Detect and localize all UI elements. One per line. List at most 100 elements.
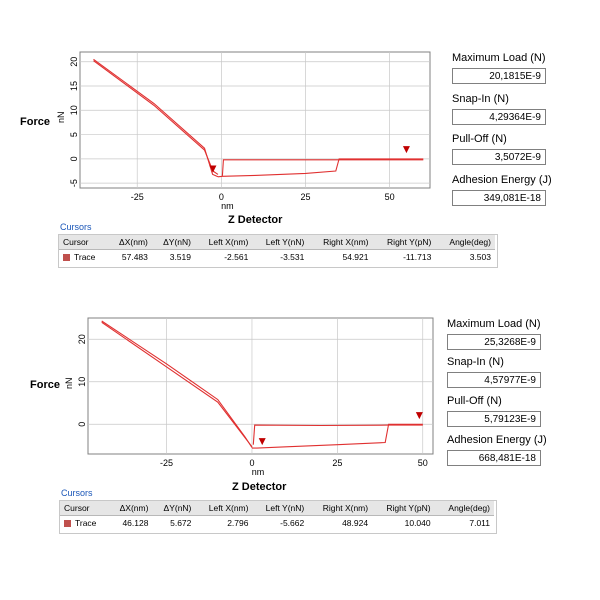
cursor-table: Cursor ΔX(nm) ΔY(nN) Left X(nm) Left Y(n…: [60, 501, 494, 530]
y-tick-label: 5: [69, 132, 79, 137]
trace-series-line: [101, 320, 253, 448]
angle-cell: 3.503: [469, 252, 491, 262]
maximum-load-label: Maximum Load (N): [447, 318, 541, 330]
col-right-x: Right X(nm): [308, 235, 373, 250]
cursor-name: Trace: [75, 518, 97, 528]
x-unit-label: nm: [221, 201, 234, 211]
cursor-name-cell: Trace: [59, 250, 108, 265]
y-tick-label: 0: [77, 422, 87, 427]
dy-cell: 3.519: [169, 252, 191, 262]
x-tick-label: 25: [332, 458, 342, 468]
x-tick-label: 0: [219, 192, 224, 202]
right-x-cell: 54.921: [342, 252, 369, 262]
cursors-title[interactable]: Cursors: [61, 488, 93, 498]
col-dy: ΔY(nN): [151, 235, 195, 250]
y-tick-label: 20: [69, 57, 79, 67]
col-cursor: Cursor: [59, 235, 108, 250]
y-axis-title: Force: [20, 116, 50, 128]
right-y-cell: -11.713: [403, 252, 432, 262]
snap-in-label: Snap-In (N): [452, 93, 509, 105]
y-tick-label: 10: [77, 377, 87, 387]
trace-series-line: [93, 60, 219, 175]
y-axis-title: Force: [30, 379, 60, 391]
cursor-marker-icon: [209, 165, 217, 173]
y-tick-label: 0: [69, 156, 79, 161]
cursor-marker-icon: [415, 412, 423, 420]
cursor-name: Trace: [74, 252, 96, 262]
cursor-name-cell: Trace: [60, 516, 108, 531]
dx-cell: 46.128: [122, 518, 149, 528]
col-right-x: Right X(nm): [308, 501, 373, 516]
force-curve-panel-2: -25 0 25 50 0 10 20 nN nm Force Z Detector Maxim…: [0, 300, 600, 600]
col-cursor: Cursor: [60, 501, 109, 516]
col-angle: Angle(deg): [435, 235, 495, 250]
x-tick-label: -25: [131, 192, 144, 202]
x-tick-label: 25: [300, 192, 310, 202]
left-x-cell: -2.561: [224, 252, 249, 262]
force-plot-2: -25 0 25 50 0 10 20 nN nm: [64, 317, 434, 477]
left-y-cell: -5.662: [280, 518, 305, 528]
right-x-cell: 48.924: [342, 518, 369, 528]
y-unit-label: nN: [64, 378, 74, 390]
angle-cell: 7.011: [469, 518, 490, 528]
maximum-load-label: Maximum Load (N): [452, 52, 546, 64]
trace-color-swatch: [63, 254, 70, 262]
y-unit-label: nN: [56, 112, 66, 124]
x-tick-label: 50: [385, 192, 395, 202]
pull-off-value[interactable]: 5,79123E-9: [447, 411, 541, 427]
snap-in-label: Snap-In (N): [447, 356, 504, 368]
adhesion-energy-value[interactable]: 668,481E-18: [447, 450, 541, 466]
x-tick-label: -25: [160, 458, 173, 468]
force-plot-1: -25 0 25 50 -5 0 5 10 15 20 nN nm: [56, 51, 431, 211]
y-tick-label: -5: [69, 179, 79, 187]
trace-series-line: [252, 423, 423, 449]
col-dx: ΔX(nm): [108, 501, 153, 516]
cursors-title[interactable]: Cursors: [60, 222, 92, 232]
y-tick-label: 20: [77, 334, 87, 344]
col-left-y: Left Y(nN): [252, 235, 309, 250]
trace-series-line: [217, 158, 424, 178]
x-axis-title: Z Detector: [228, 214, 283, 226]
pull-off-value[interactable]: 3,5072E-9: [452, 149, 546, 165]
trace-series-line: [93, 58, 219, 178]
pull-off-label: Pull-Off (N): [452, 133, 507, 145]
adhesion-energy-label: Adhesion Energy (J): [452, 174, 552, 186]
dy-cell: 5.672: [170, 518, 192, 528]
cursor-table-header: Cursor ΔX(nm) ΔY(nN) Left X(nm) Left Y(n…: [59, 235, 495, 250]
adhesion-energy-label: Adhesion Energy (J): [447, 434, 547, 446]
table-row[interactable]: Trace 57.483 3.519 -2.561 -3.531 54.921 …: [59, 250, 495, 265]
col-right-y: Right Y(pN): [372, 235, 436, 250]
col-left-x: Left X(nm): [195, 501, 253, 516]
pull-off-label: Pull-Off (N): [447, 395, 502, 407]
x-unit-label: nm: [252, 467, 265, 477]
plot-frame: [79, 51, 431, 189]
col-dx: ΔX(nm): [107, 235, 152, 250]
y-tick-label: 10: [69, 105, 79, 115]
col-left-y: Left Y(nN): [252, 501, 309, 516]
cursor-table: Cursor ΔX(nm) ΔY(nN) Left X(nm) Left Y(n…: [59, 235, 495, 264]
y-tick-label: 15: [69, 81, 79, 91]
col-dy: ΔY(nN): [152, 501, 196, 516]
table-row[interactable]: Trace 46.128 5.672 2.796 -5.662 48.924 1…: [60, 516, 494, 531]
cursor-table-header: Cursor ΔX(nm) ΔY(nN) Left X(nm) Left Y(n…: [60, 501, 494, 516]
x-tick-label: 0: [249, 458, 254, 468]
left-x-cell: 2.796: [227, 518, 249, 528]
snap-in-value[interactable]: 4,57977E-9: [447, 372, 541, 388]
cursor-marker-icon: [402, 146, 410, 154]
snap-in-value[interactable]: 4,29364E-9: [452, 109, 546, 125]
trace-color-swatch: [64, 520, 71, 528]
col-angle: Angle(deg): [434, 501, 494, 516]
force-curve-panel-1: -25 0 25 50 -5 0 5 10 15 20 nN nm Force Z Detector …: [20, 51, 552, 268]
maximum-load-value[interactable]: 25,3268E-9: [447, 334, 541, 350]
dx-cell: 57.483: [121, 252, 148, 262]
left-y-cell: -3.531: [280, 252, 305, 262]
maximum-load-value[interactable]: 20,1815E-9: [452, 68, 546, 84]
trace-series-line: [221, 159, 424, 176]
col-left-x: Left X(nm): [195, 235, 253, 250]
cursor-marker-icon: [258, 438, 266, 446]
plot-frame: [87, 317, 434, 455]
x-axis-title: Z Detector: [232, 481, 287, 493]
x-tick-label: 50: [418, 458, 428, 468]
trace-series-line: [252, 424, 423, 445]
adhesion-energy-value[interactable]: 349,081E-18: [452, 190, 546, 206]
